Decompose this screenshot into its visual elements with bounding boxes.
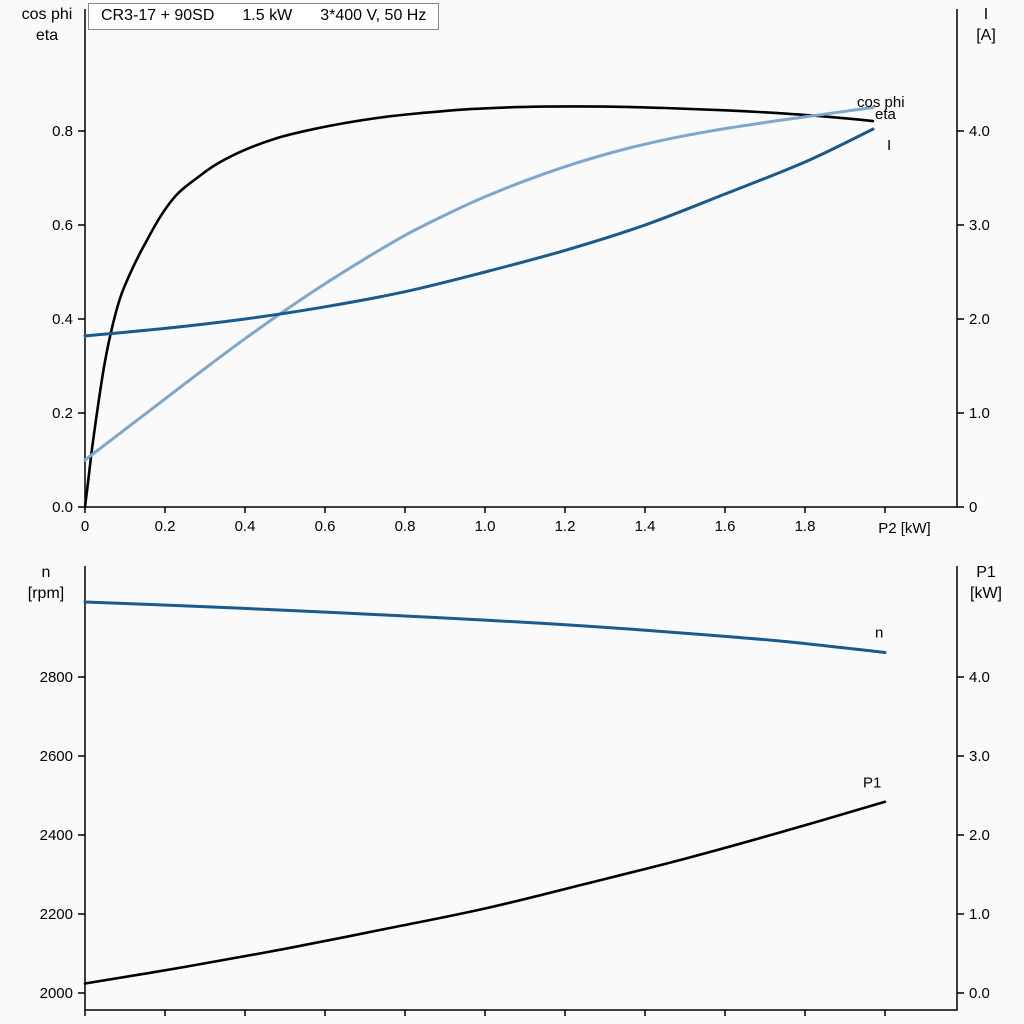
axis-header-cos-phi: cos phi [21,6,73,23]
right-axis-tick-label: 2.0 [969,827,990,844]
curve-n [83,600,887,654]
title-power-rating: 1.5 kW [242,7,293,24]
axis-header-current: I [983,6,989,23]
curve-label-p1: P1 [863,775,881,792]
left-axis-tick-label: 0.0 [52,499,73,516]
title-voltage-frequency: 3*400 V, 50 Hz [320,7,427,24]
curve-p1 [83,800,887,985]
curve-cos-phi [83,106,875,462]
right-axis-tick-label: 2.0 [969,311,990,328]
plot-speed-power: 2000 2200 2400 2600 2800 0.0 1.0 2.0 3.0 4.0 n P1 [40,566,990,1016]
left-axis-tick-label: 0.2 [52,405,73,422]
x-axis-tick-label: 0.2 [155,518,176,535]
right-axis-tick-label: 1.0 [969,405,990,422]
left-axis-tick-label: 2800 [40,669,73,686]
curve-eta [83,105,875,509]
curve-label-n: n [875,625,883,642]
chart-title-box: CR3-17 + 90SD 1.5 kW 3*400 V, 50 Hz [88,3,440,30]
curve-label-cos-phi: cos phi [857,94,905,111]
bottom-left-axis-header: n [rpm] [6,562,86,604]
left-axis-tick-label: 2400 [40,827,73,844]
right-axis-tick-label: 3.0 [969,217,990,234]
left-axis-tick-label: 0.4 [52,311,73,328]
axis-header-p1-unit: [kW] [970,585,1002,602]
right-axis-tick-label: 3.0 [969,748,990,765]
x-axis-tick-label: 0 [81,518,89,535]
axis-header-current-unit: [A] [976,27,996,44]
top-right-axis-header: I [A] [950,4,1022,46]
right-axis-tick-label: 0.0 [969,985,990,1002]
left-axis-tick-label: 0.6 [52,217,73,234]
right-axis-tick-label: 1.0 [969,906,990,923]
x-axis-tick-label: 0.6 [315,518,336,535]
axis-header-p1: P1 [976,564,996,581]
axis-header-speed-unit: [rpm] [27,585,65,602]
x-axis-label: P2 [kW] [878,520,931,537]
plot-motor-electrical: 0 0.2 0.4 0.6 0.8 1.0 1.2 1.4 1.6 1.8 P2 [kW] 0.0 0.… [52,9,990,537]
axis-header-speed: n [41,564,51,581]
x-axis-tick-label: 0.8 [395,518,416,535]
title-pump-model: CR3-17 + 90SD [101,7,215,24]
right-axis-tick-label: 4.0 [969,669,990,686]
curve-label-i: I [887,137,891,154]
x-axis-tick-label: 1.0 [475,518,496,535]
curve-i [83,127,875,338]
top-left-axis-header: cos phi eta [8,4,86,46]
axis-header-eta: eta [35,27,59,44]
x-axis-tick-label: 1.2 [555,518,576,535]
left-axis-tick-label: 2600 [40,748,73,765]
axis-frame [84,9,958,508]
right-axis-tick-label: 4.0 [969,123,990,140]
x-axis-tick-label: 1.4 [635,518,656,535]
left-axis-tick-label: 2000 [40,985,73,1002]
bottom-right-axis-header: P1 [kW] [950,562,1022,604]
right-axis-tick-label: 0 [969,499,977,516]
axis-frame [84,566,958,1011]
x-axis-tick-label: 0.4 [235,518,256,535]
x-axis-tick-label: 1.8 [795,518,816,535]
x-axis-tick-label: 1.6 [715,518,736,535]
left-axis-tick-label: 2200 [40,906,73,923]
curve-label-eta: eta [875,106,897,123]
left-axis-tick-label: 0.8 [52,123,73,140]
